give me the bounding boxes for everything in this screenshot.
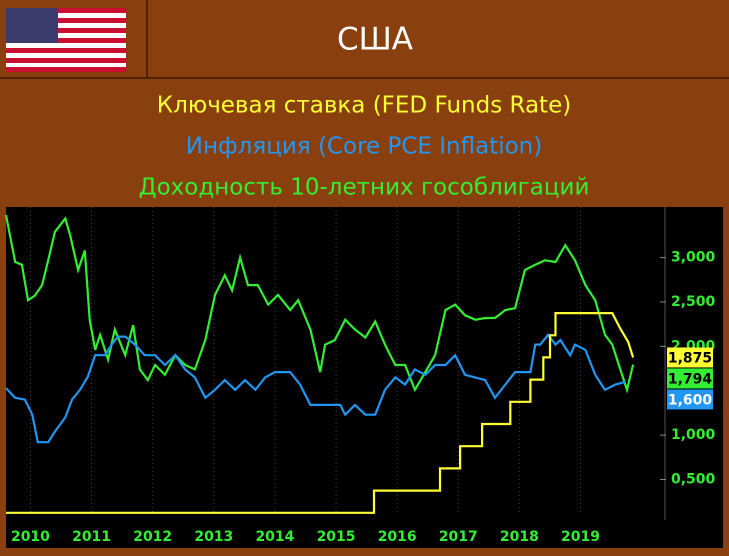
x-tick-label: 2017 <box>439 529 478 545</box>
x-tick-label: 2010 <box>11 529 50 545</box>
legend-entry: Инфляция (Core PCE Inflation) <box>186 134 542 160</box>
series-line <box>6 312 635 514</box>
plot-area <box>6 207 723 548</box>
x-tick-label: 2012 <box>133 529 172 545</box>
title: США <box>337 22 413 58</box>
end-label: 1,600 <box>668 392 713 408</box>
series-line <box>5 333 626 444</box>
end-label: 1,794 <box>668 371 713 387</box>
x-tick-label: 2013 <box>194 529 233 545</box>
flag <box>6 8 126 72</box>
series-line <box>4 214 635 394</box>
x-tick-label: 2015 <box>317 529 356 545</box>
x-tick-label: 2014 <box>255 529 294 545</box>
legend-entry: Доходность 10-летних гособлигаций <box>139 175 590 201</box>
end-label: 1,875 <box>668 350 712 366</box>
x-tick-label: 2016 <box>378 529 417 545</box>
end-label-box <box>667 347 713 368</box>
y-tick-label: 1,000 <box>671 427 716 443</box>
plot: 2010 2011 2012 2013 2014 2015 2016 2017 2018 2019… <box>4 207 716 545</box>
x-tick-label: 2018 <box>500 529 539 545</box>
x-tick-label: 2011 <box>72 529 111 545</box>
y-tick-label: 3,000 <box>671 250 716 266</box>
x-tick-label: 2019 <box>561 529 600 545</box>
end-label-box <box>667 389 713 410</box>
legend: Ключевая ставка (FED Funds Rate) Инфляция… <box>139 93 590 201</box>
y-tick-label: 2,500 <box>671 294 716 310</box>
legend-entry: Ключевая ставка (FED Funds Rate) <box>157 93 571 119</box>
end-label-box <box>667 368 713 389</box>
y-tick-label: 0,500 <box>671 471 716 487</box>
